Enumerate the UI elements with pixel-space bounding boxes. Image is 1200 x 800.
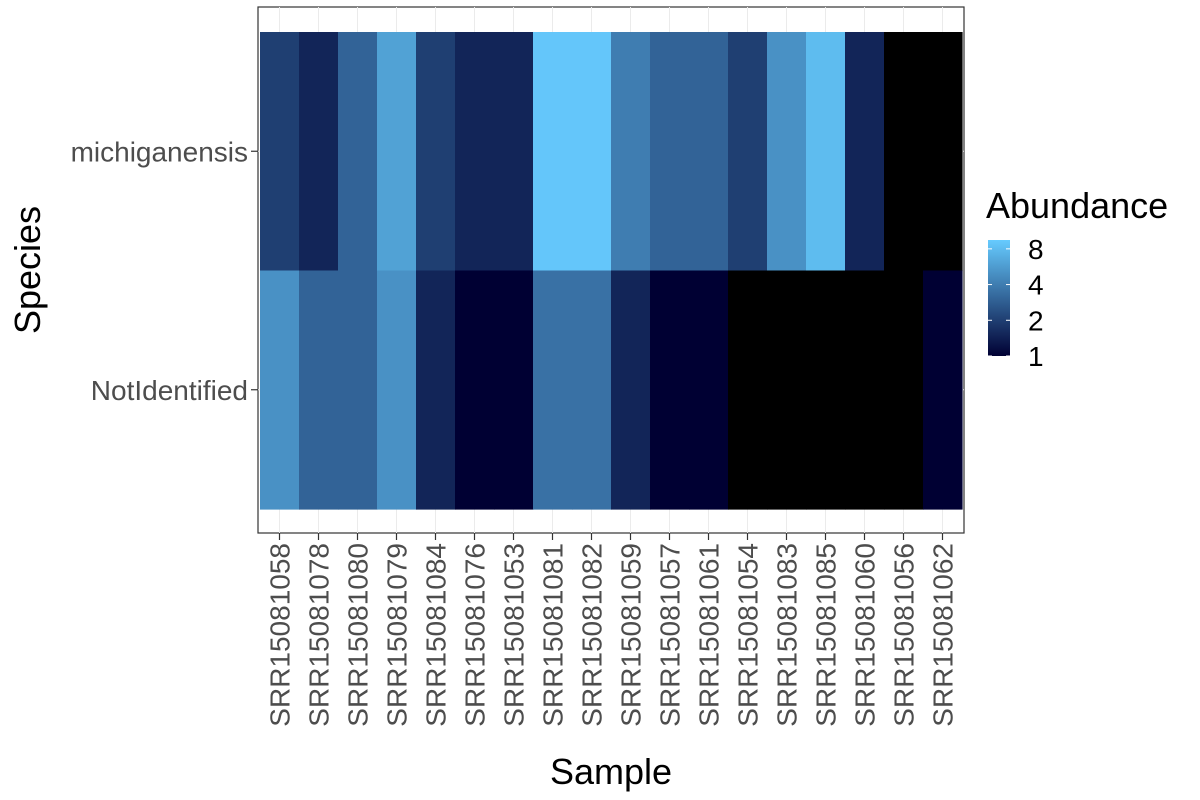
y-tick-label: NotIdentified [91,375,248,406]
heatmap-cell [377,270,417,510]
heatmap-cell [377,32,417,272]
x-tick-label: SRR15081053 [499,543,530,727]
heatmap-cell [845,270,885,510]
x-tick-label: SRR15081082 [577,543,608,727]
heatmap-cell [845,32,885,272]
x-tick-label: SRR15081078 [304,543,335,727]
legend-colorbar [988,240,1010,356]
heatmap-cell [611,270,651,510]
x-tick-label: SRR15081085 [811,543,842,727]
heatmap-cell [650,32,690,272]
x-tick-label: SRR15081083 [772,543,803,727]
heatmap-cell [416,270,456,510]
heatmap-cell [260,270,300,510]
heatmap-cell [416,32,456,272]
heatmap-cell [572,270,612,510]
heatmap-cell [299,32,339,272]
x-tick-label: SRR15081059 [616,543,647,727]
x-tick-label: SRR15081056 [889,543,920,727]
heatmap-cell [338,270,378,510]
heatmap-cell [650,270,690,510]
x-tick-label: SRR15081084 [421,543,452,727]
legend-tick-label: 2 [1028,305,1044,336]
x-tick-label: SRR15081057 [655,543,686,727]
heatmap-cell [572,32,612,272]
legend-tick-label: 4 [1028,270,1044,301]
heatmap-cell [689,270,729,510]
y-tick-label: michiganensis [71,136,248,167]
heatmap-cell [533,270,573,510]
heatmap-cell [338,32,378,272]
x-tick-label: SRR15081062 [928,543,959,727]
heatmap-cell [494,32,534,272]
x-tick-label: SRR15081060 [850,543,881,727]
legend-tick-label: 1 [1028,341,1044,372]
x-tick-label: SRR15081061 [694,543,725,727]
x-axis: SRR15081058 SRR15081078 SRR15081080 SRR1508… [265,533,959,727]
heatmap-cell [767,32,807,272]
heatmap-cell [806,32,846,272]
heatmap-cell [767,270,807,510]
legend-tick-label: 8 [1028,234,1044,265]
heatmap-cell [533,32,573,272]
x-tick-label: SRR15081080 [343,543,374,727]
x-tick-label: SRR15081081 [538,543,569,727]
heatmap-cell [260,32,300,272]
x-tick-label: SRR15081058 [265,543,296,727]
x-tick-label: SRR15081076 [460,543,491,727]
heatmap-cell [494,270,534,510]
y-axis: michiganensis NotIdentified [71,136,258,406]
heatmap-cell [923,270,963,510]
x-tick-label: SRR15081054 [733,543,764,727]
heatmap-cell [728,32,768,272]
legend-title: Abundance [986,185,1169,226]
y-axis-title: Species [7,205,48,335]
color-legend: 8 4 2 1 [988,234,1044,372]
heatmap-cell [728,270,768,510]
heatmap-cell [299,270,339,510]
heatmap-cell [884,32,924,272]
heatmap-cell [455,32,495,272]
heatmap-tiles [260,32,963,510]
heatmap-cell [611,32,651,272]
heatmap-cell [806,270,846,510]
heatmap-cell [923,32,963,272]
x-axis-title: Sample [549,751,673,792]
heatmap-cell [455,270,495,510]
heatmap-cell [689,32,729,272]
x-tick-label: SRR15081079 [382,543,413,727]
heatmap-cell [884,270,924,510]
